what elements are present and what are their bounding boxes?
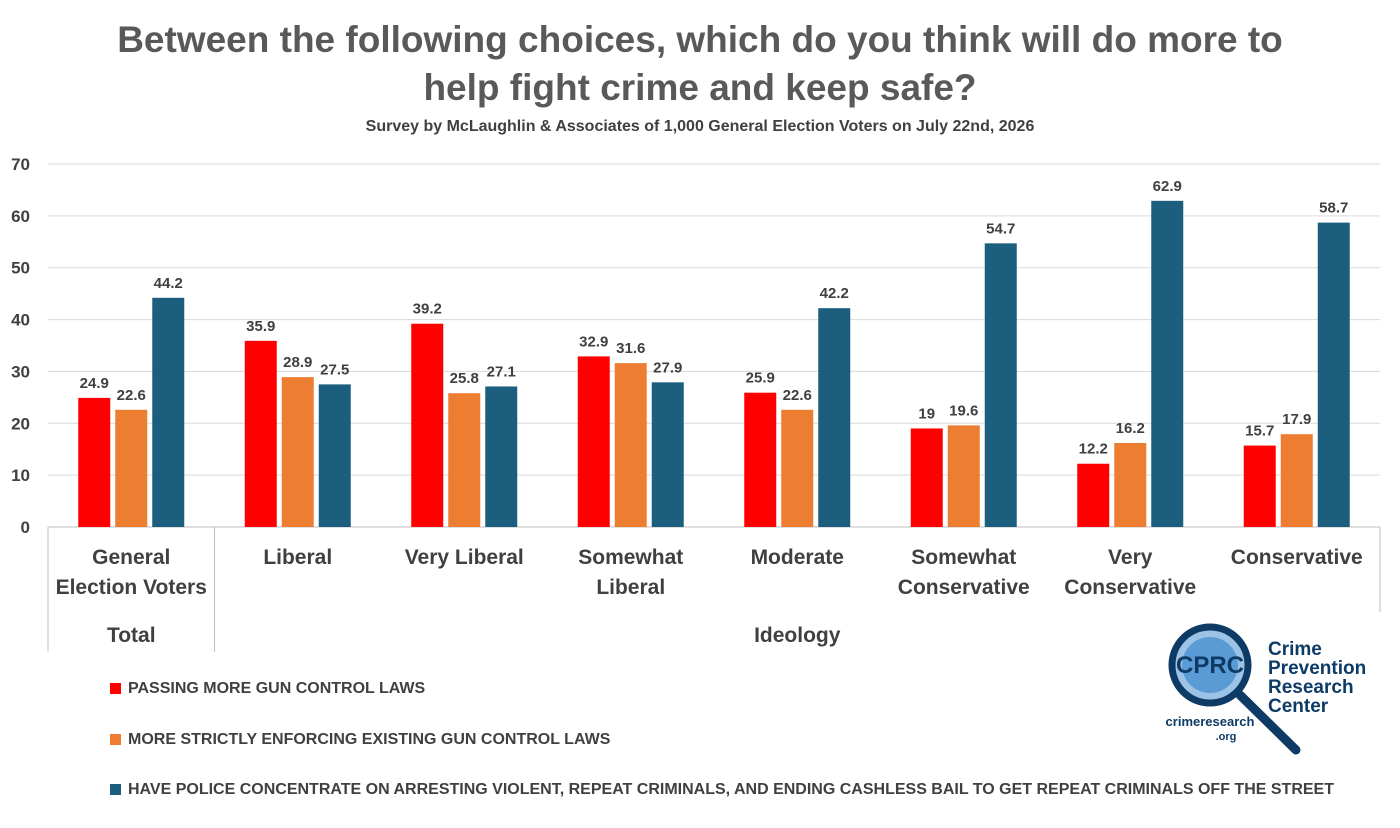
bar [781,409,814,527]
bar [411,323,444,527]
bar [1317,222,1350,527]
legend-label: MORE STRICTLY ENFORCING EXISTING GUN CON… [128,731,611,748]
logo-domain: .org [1216,731,1237,743]
data-label: 27.9 [653,359,682,376]
logo-name: Prevention [1268,658,1366,679]
data-label: 62.9 [1153,178,1182,195]
bar [78,397,111,527]
data-label: 19 [918,405,935,422]
group-label: Total [106,624,156,647]
x-tick-label: General Election Voters [55,546,207,599]
logo: CPRC Crime Prevention Research Center cr… [1166,623,1366,755]
bar [984,243,1017,527]
bar [318,384,351,527]
group-label: Ideology [754,624,841,647]
bar [244,340,277,527]
bar [818,308,851,527]
data-label: 17.9 [1282,411,1311,428]
y-tick-label: 60 [11,207,30,226]
chart-title: Between the following choices, which do … [117,19,1283,108]
data-label: 27.1 [487,363,516,380]
y-tick-label: 70 [11,155,30,174]
legend-swatch [110,784,121,795]
y-tick-label: 0 [21,518,30,537]
bar [1280,434,1313,527]
x-tick-label: Somewhat Conservative [897,546,1030,599]
data-label: 25.9 [746,370,775,387]
data-label: 39.2 [413,301,442,318]
legend-item: HAVE POLICE CONCENTRATE ON ARRESTING VIO… [110,776,1348,803]
x-tick-label: Liberal [263,546,333,569]
data-label: 35.9 [246,318,275,335]
legend-swatch [110,734,121,745]
y-tick-label: 10 [11,466,30,485]
data-label: 42.2 [820,285,849,302]
bar [614,363,647,527]
bar [651,382,684,527]
data-label: 19.6 [949,402,978,419]
logo-acronym: CPRC [1176,652,1244,679]
legend-label: PASSING MORE GUN CONTROL LAWS [128,680,426,697]
data-label: 15.7 [1245,423,1274,440]
chart-subtitle: Survey by McLaughlin & Associates of 1,0… [365,118,1035,135]
x-tick-label: Very Conservative [1064,546,1197,599]
data-label: 25.8 [450,370,479,387]
logo-handle [1235,690,1301,755]
bar [1243,445,1276,527]
bar [1114,442,1147,527]
bar [1151,200,1184,527]
bar [1077,463,1110,527]
data-label: 58.7 [1319,200,1348,217]
logo-lens-inner [1182,637,1238,693]
legend-swatch [110,683,121,694]
data-label: 32.9 [579,333,608,350]
data-label: 24.9 [80,375,109,392]
bar [910,428,943,527]
bar [152,297,185,527]
y-tick-label: 40 [11,311,30,330]
x-tick-label: Somewhat Liberal [578,546,684,599]
y-tick-label: 30 [11,362,30,381]
data-label: 28.9 [283,354,312,371]
bar [448,393,481,527]
data-label: 54.7 [986,220,1015,237]
logo-name: Crime [1268,639,1322,660]
y-tick-label: 20 [11,414,30,433]
x-tick-label: Conservative [1230,546,1363,569]
legend-label: HAVE POLICE CONCENTRATE ON ARRESTING VIO… [128,781,1334,798]
bar [115,409,148,527]
legend-item: MORE STRICTLY ENFORCING EXISTING GUN CON… [110,726,1348,753]
bar [947,425,980,527]
data-label: 12.2 [1079,441,1108,458]
bar [281,377,314,527]
data-label: 22.6 [783,387,812,404]
y-tick-label: 50 [11,259,30,278]
bar [485,386,518,527]
x-tick-label: Very Liberal [404,546,524,569]
data-label: 27.5 [320,361,349,378]
x-tick-label: Moderate [750,546,844,569]
logo-name: Center [1268,696,1329,717]
logo-site: crimeresearch [1166,714,1255,729]
legend-item: PASSING MORE GUN CONTROL LAWS [110,675,1348,702]
data-label: 31.6 [616,340,645,357]
logo-name: Research [1268,677,1354,698]
data-label: 44.2 [154,275,183,292]
bar [577,356,610,527]
bar [744,392,777,527]
data-label: 16.2 [1116,420,1145,437]
data-label: 22.6 [117,387,146,404]
